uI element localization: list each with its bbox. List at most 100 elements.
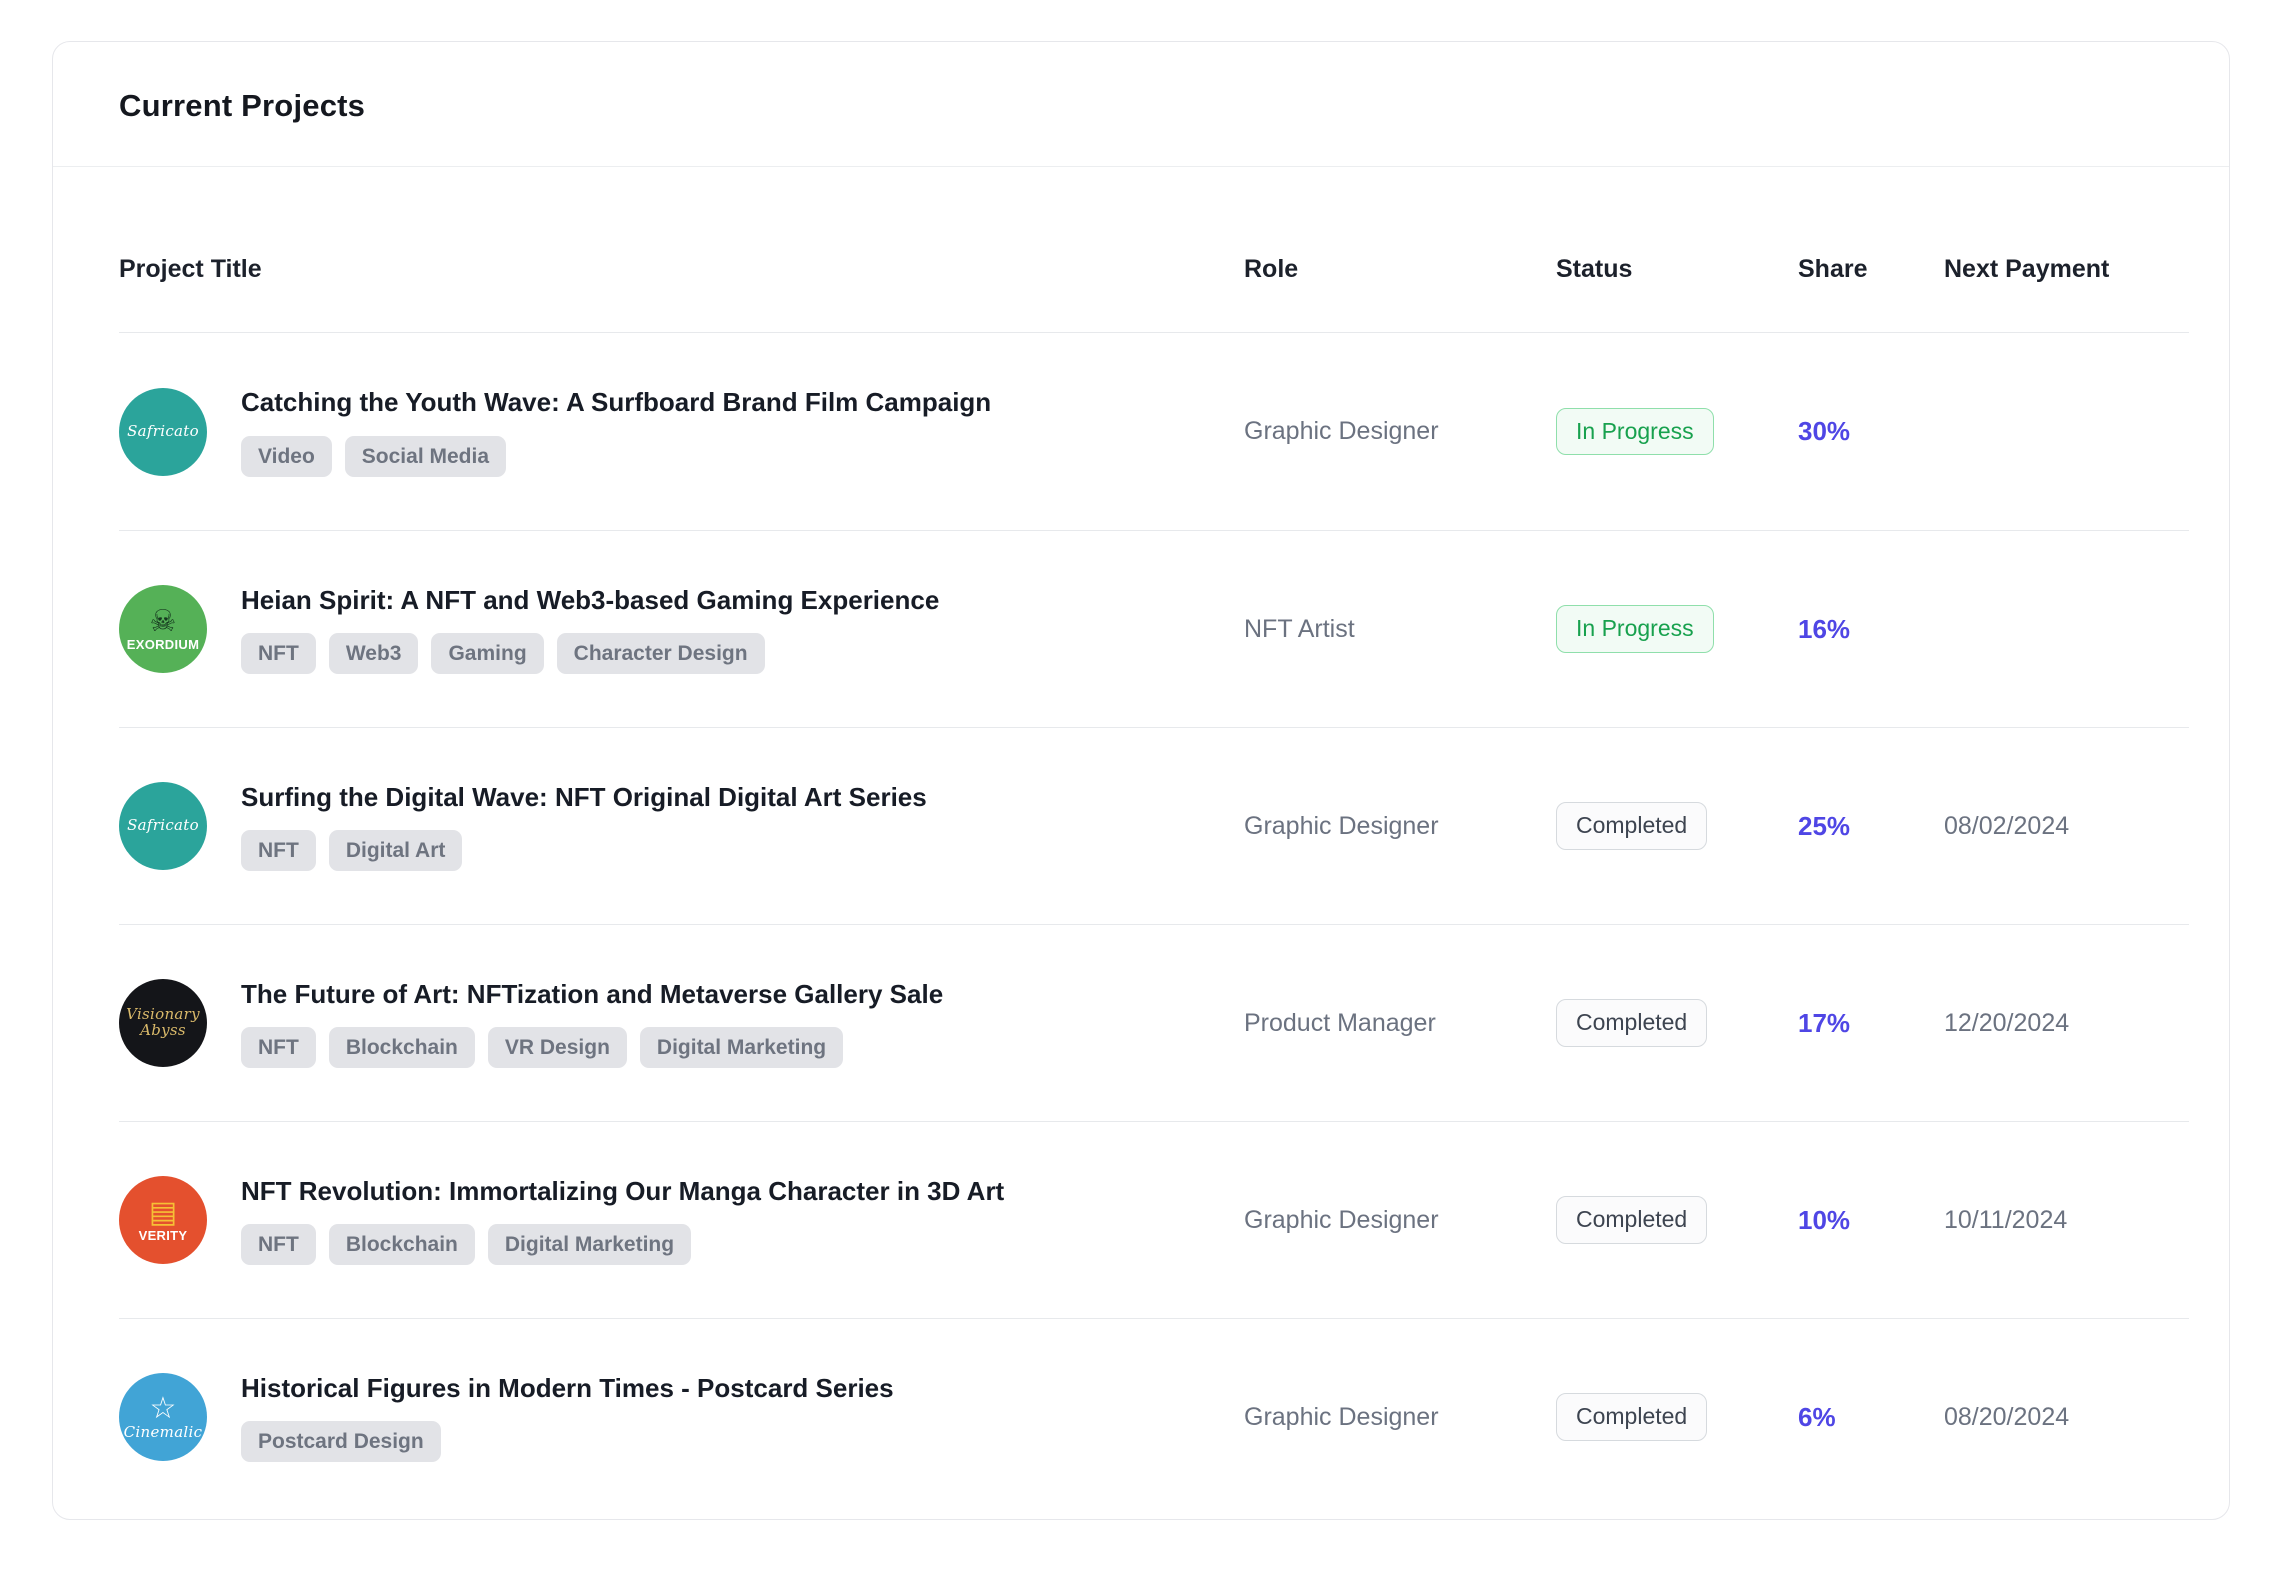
tag: VR Design <box>487 1027 627 1069</box>
project-title-link[interactable]: Heian Spirit: A NFT and Web3-based Gamin… <box>241 584 940 615</box>
status-badge: Completed <box>1556 1196 1708 1244</box>
column-header-status: Status <box>1556 255 1633 283</box>
next-payment-value: 10/11/2024 <box>1944 1205 2068 1234</box>
title-stack: NFT Revolution: Immortalizing Our Manga … <box>241 1175 1004 1266</box>
status-cell: In Progress <box>1556 407 1798 456</box>
project-cell: Visionary Abyss The Future of Art: NFTiz… <box>119 978 1244 1069</box>
project-title-link[interactable]: Surfing the Digital Wave: NFT Original D… <box>241 781 927 812</box>
projects-table: Project Title Role Status Share Next Pay… <box>53 167 2229 1519</box>
status-badge: Completed <box>1556 999 1708 1047</box>
current-projects-card: Current Projects Project Title Role Stat… <box>52 41 2230 1520</box>
column-header-share: Share <box>1798 255 1868 283</box>
avatar-icon: ☠ <box>149 605 177 639</box>
avatar-label: Safricato <box>127 421 199 440</box>
column-header-role: Role <box>1244 255 1299 283</box>
next-payment-value: 08/20/2024 <box>1944 1402 2070 1431</box>
column-header-next-payment: Next Payment <box>1944 255 2110 283</box>
status-badge: Completed <box>1556 1393 1708 1441</box>
project-avatar: Safricato <box>119 387 207 476</box>
share-value: 6% <box>1798 1401 1836 1432</box>
role-cell: Product Manager <box>1244 1008 1436 1037</box>
next-payment-value: 12/20/2024 <box>1944 1008 2070 1037</box>
title-stack: The Future of Art: NFTization and Metave… <box>241 978 943 1069</box>
project-cell: ▤ VERITY NFT Revolution: Immortalizing O… <box>119 1175 1244 1266</box>
status-badge: In Progress <box>1556 407 1714 456</box>
share-value: 10% <box>1798 1204 1851 1235</box>
table-row[interactable]: Safricato Surfing the Digital Wave: NFT … <box>119 727 2189 924</box>
tag-list: NFT Web3 Gaming Character Design <box>241 633 939 675</box>
avatar-label: Safricato <box>127 816 199 835</box>
tag-list: NFT Blockchain VR Design Digital Marketing <box>241 1027 943 1069</box>
project-cell: Safricato Surfing the Digital Wave: NFT … <box>119 781 1244 872</box>
share-value: 25% <box>1798 810 1851 841</box>
tag: Gaming <box>431 633 544 675</box>
project-avatar: ☆ Cinemalic <box>119 1373 207 1461</box>
tag: Video <box>241 435 332 477</box>
card-title: Current Projects <box>119 88 366 123</box>
table-row[interactable]: Visionary Abyss The Future of Art: NFTiz… <box>119 924 2189 1121</box>
tag-list: NFT Blockchain Digital Marketing <box>241 1224 1004 1266</box>
table-row[interactable]: ▤ VERITY NFT Revolution: Immortalizing O… <box>119 1121 2189 1318</box>
title-stack: Heian Spirit: A NFT and Web3-based Gamin… <box>241 584 939 675</box>
title-stack: Catching the Youth Wave: A Surfboard Bra… <box>241 386 991 477</box>
avatar-icon: ☆ <box>149 1392 177 1426</box>
table-body: Safricato Catching the Youth Wave: A Sur… <box>119 333 2189 1515</box>
status-cell: Completed <box>1556 802 1798 850</box>
table-row[interactable]: ☆ Cinemalic Historical Figures in Modern… <box>119 1318 2189 1515</box>
share-value: 17% <box>1798 1007 1851 1038</box>
card-header: Current Projects <box>53 42 2229 167</box>
status-badge: In Progress <box>1556 605 1714 653</box>
tag: NFT <box>241 633 316 675</box>
tag: Social Media <box>344 435 507 477</box>
tag: Postcard Design <box>241 1421 441 1463</box>
next-payment-value: 08/02/2024 <box>1944 811 2070 840</box>
role-cell: Graphic Designer <box>1244 811 1439 840</box>
project-title-link[interactable]: The Future of Art: NFTization and Metave… <box>241 978 944 1009</box>
project-title-link[interactable]: Historical Figures in Modern Times - Pos… <box>241 1372 894 1403</box>
share-value: 30% <box>1798 416 1851 446</box>
tag: NFT <box>241 830 316 872</box>
status-cell: Completed <box>1556 1393 1798 1441</box>
title-stack: Historical Figures in Modern Times - Pos… <box>241 1372 894 1463</box>
tag-list: NFT Digital Art <box>241 830 927 872</box>
project-avatar: Safricato <box>119 782 207 870</box>
tag-list: Video Social Media <box>241 435 991 477</box>
tag: Blockchain <box>328 1224 475 1266</box>
avatar-label: EXORDIUM <box>126 636 200 652</box>
tag: Digital Marketing <box>639 1027 844 1069</box>
title-stack: Surfing the Digital Wave: NFT Original D… <box>241 781 927 872</box>
project-avatar: ☠ EXORDIUM <box>119 585 207 673</box>
status-cell: In Progress <box>1556 605 1798 653</box>
tag: Blockchain <box>328 1027 475 1069</box>
tag: NFT <box>241 1224 316 1266</box>
project-avatar: ▤ VERITY <box>119 1176 207 1264</box>
status-cell: Completed <box>1556 999 1798 1047</box>
project-title-link[interactable]: NFT Revolution: Immortalizing Our Manga … <box>241 1175 1005 1206</box>
tag: Web3 <box>328 633 419 675</box>
role-cell: Graphic Designer <box>1244 1205 1439 1234</box>
project-cell: Safricato Catching the Youth Wave: A Sur… <box>119 386 1244 477</box>
role-cell: Graphic Designer <box>1244 1402 1439 1431</box>
tag: Character Design <box>556 633 765 675</box>
avatar-label: Cinemalic <box>123 1422 203 1441</box>
project-cell: ☠ EXORDIUM Heian Spirit: A NFT and Web3-… <box>119 584 1244 675</box>
column-header-project-title: Project Title <box>119 255 262 283</box>
tag: Digital Art <box>328 830 463 872</box>
tag-list: Postcard Design <box>241 1421 894 1463</box>
role-cell: NFT Artist <box>1244 614 1355 643</box>
table-row[interactable]: ☠ EXORDIUM Heian Spirit: A NFT and Web3-… <box>119 530 2189 727</box>
avatar-label: Visionary Abyss <box>126 1005 200 1039</box>
table-row[interactable]: Safricato Catching the Youth Wave: A Sur… <box>119 333 2189 530</box>
status-badge: Completed <box>1556 802 1708 850</box>
project-title-link[interactable]: Catching the Youth Wave: A Surfboard Bra… <box>241 387 992 418</box>
avatar-icon: ▤ <box>148 1196 178 1230</box>
tag: Digital Marketing <box>487 1224 692 1266</box>
avatar-label: VERITY <box>138 1227 188 1243</box>
project-avatar: Visionary Abyss <box>119 979 207 1067</box>
share-value: 16% <box>1798 613 1851 644</box>
status-cell: Completed <box>1556 1196 1798 1244</box>
project-cell: ☆ Cinemalic Historical Figures in Modern… <box>119 1372 1244 1463</box>
role-cell: Graphic Designer <box>1244 417 1439 445</box>
tag: NFT <box>241 1027 316 1069</box>
table-header-row: Project Title Role Status Share Next Pay… <box>119 167 2189 333</box>
